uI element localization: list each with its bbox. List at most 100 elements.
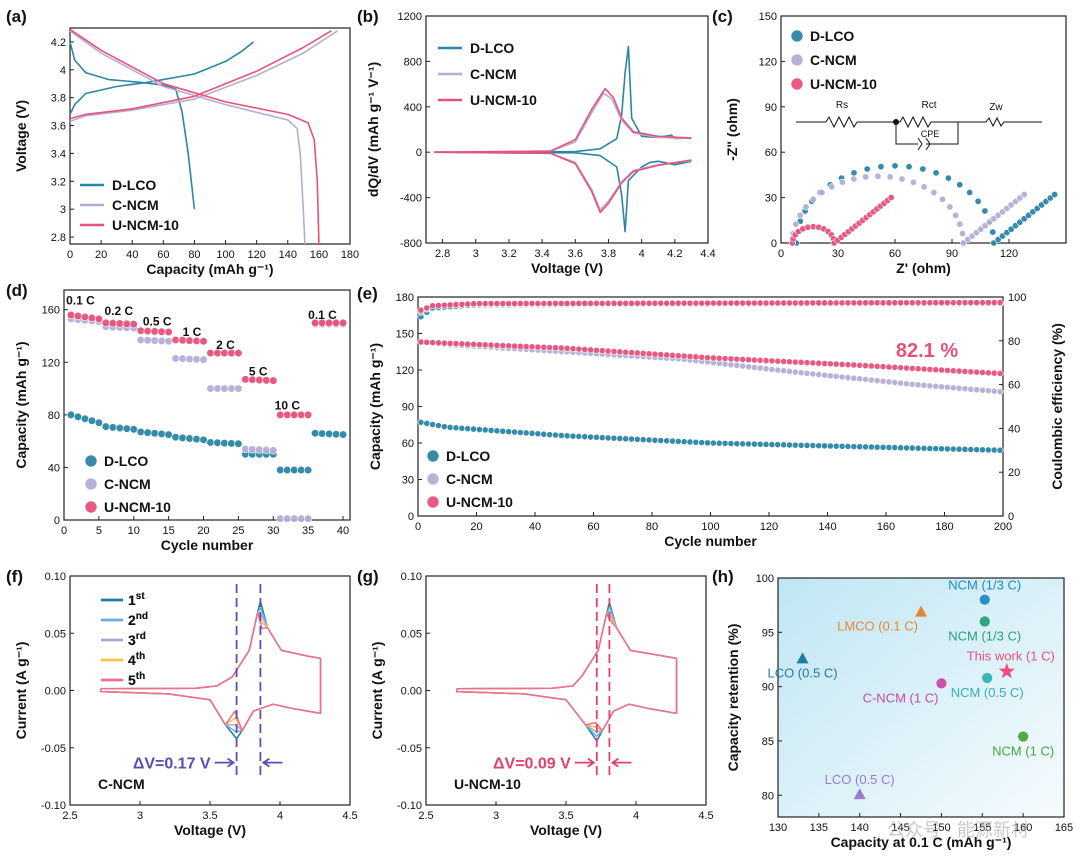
legend-marker: [790, 29, 804, 43]
y-tick-label: 3.2: [51, 176, 66, 188]
capacity-point: [973, 386, 981, 394]
capacity-point: [856, 361, 864, 369]
capacity-point: [803, 369, 811, 377]
efficiency-point: [897, 299, 905, 307]
capacity-point: [464, 340, 472, 348]
sample-label: U-NCM-10: [454, 776, 521, 792]
y2-tick-label: 40: [1008, 423, 1020, 435]
legend-suffix: st: [136, 591, 146, 602]
efficiency-point: [581, 299, 589, 307]
capacity-point: [692, 353, 700, 361]
capacity-point: [622, 435, 630, 443]
data-point: [192, 435, 201, 444]
capacity-point: [710, 439, 717, 447]
capacity-point: [610, 348, 618, 355]
efficiency-point: [949, 299, 957, 306]
capacity-point: [452, 340, 460, 347]
y-tick-label: 85: [762, 736, 774, 748]
data-point: [199, 337, 208, 346]
capacity-point: [464, 425, 472, 433]
y-tick-label: -800: [400, 238, 422, 250]
legend-suffix: rd: [136, 631, 146, 642]
ball-marker: [978, 593, 991, 606]
y-tick-label: 90: [762, 682, 774, 694]
capacity-point: [546, 344, 554, 351]
capacity-point: [633, 435, 641, 443]
capacity-point: [932, 382, 940, 390]
data-point: [850, 175, 858, 183]
capacity-point: [844, 361, 852, 369]
y-tick-label: 0.10: [401, 571, 422, 583]
peak-gap-label: ΔV=0.09 V: [493, 756, 571, 773]
y-tick-label: -400: [400, 193, 422, 205]
data-point: [966, 188, 974, 196]
panel-label: (f): [6, 567, 23, 586]
capacity-point: [973, 446, 981, 454]
data-point: [129, 425, 138, 434]
x-tick-label: 80: [188, 249, 200, 261]
capacity-point: [476, 426, 483, 433]
data-point: [185, 434, 194, 443]
x-tick-label: 40: [126, 249, 138, 261]
y-tick-label: 120: [396, 365, 414, 377]
legend-label: C-NCM: [104, 476, 151, 492]
capacity-point: [961, 445, 969, 453]
x-tick-label: 90: [946, 248, 958, 260]
capacity-point: [528, 343, 536, 351]
x-tick-label: 5: [96, 525, 102, 537]
data-point: [178, 433, 187, 442]
capacity-point: [563, 344, 571, 352]
y-axis-label: Voltage (V): [13, 100, 29, 172]
x-tick-label: 40: [337, 525, 349, 537]
data-point: [220, 439, 229, 448]
rate-label: 2 C: [216, 338, 235, 352]
y-tick-label: 4.2: [51, 37, 66, 49]
data-point: [227, 384, 236, 393]
legend-label: 5th: [128, 671, 145, 688]
legend-marker: [84, 477, 98, 491]
y-tick-label: 3.4: [51, 148, 66, 160]
x-tick-label: 25: [232, 525, 244, 537]
capacity-point: [797, 441, 805, 449]
data-point: [338, 318, 348, 327]
x-tick-label: 3.2: [501, 248, 516, 260]
data-point: [122, 319, 131, 328]
capacity-point: [505, 428, 513, 436]
capacity-point: [680, 352, 688, 360]
data-point: [932, 169, 940, 177]
efficiency-point: [481, 300, 489, 307]
data-point: [909, 178, 917, 186]
data-point: [73, 311, 83, 321]
data-point: [297, 465, 306, 475]
plot-frame: [780, 15, 1067, 244]
legend-number: 3: [128, 632, 136, 648]
data-point: [115, 423, 124, 433]
efficiency-point: [528, 300, 536, 307]
point-label: LCO (0.5 C): [825, 772, 895, 787]
capacity-point: [897, 444, 905, 452]
x-tick-label: 120: [247, 249, 265, 261]
triangle-marker: [915, 605, 927, 617]
y-tick-label: 0.10: [45, 571, 66, 583]
capacity-point: [809, 359, 817, 367]
data-point: [989, 228, 997, 236]
capacity-point: [581, 346, 589, 353]
capacity-point: [452, 424, 460, 432]
data-point: [143, 336, 152, 345]
y-tick-label: 120: [42, 357, 60, 369]
y-tick-label: -0.10: [41, 800, 66, 812]
efficiency-point: [587, 299, 594, 307]
data-point: [898, 175, 906, 183]
capacity-point: [967, 385, 975, 393]
data-point: [206, 384, 215, 393]
capacity-point: [856, 375, 864, 383]
capacity-point: [739, 362, 747, 370]
x-tick-label: 3.5: [202, 810, 217, 822]
capacity-point: [944, 445, 951, 453]
data-point: [877, 163, 885, 171]
efficiency-point: [838, 299, 846, 307]
panel-c: 0 30 60 90 120 0 30 60 90 120 150 Z' (ohm) -Z" (ohm)…: [712, 7, 1067, 276]
capacity-point: [446, 423, 454, 431]
y-tick-label: 0: [771, 238, 777, 250]
